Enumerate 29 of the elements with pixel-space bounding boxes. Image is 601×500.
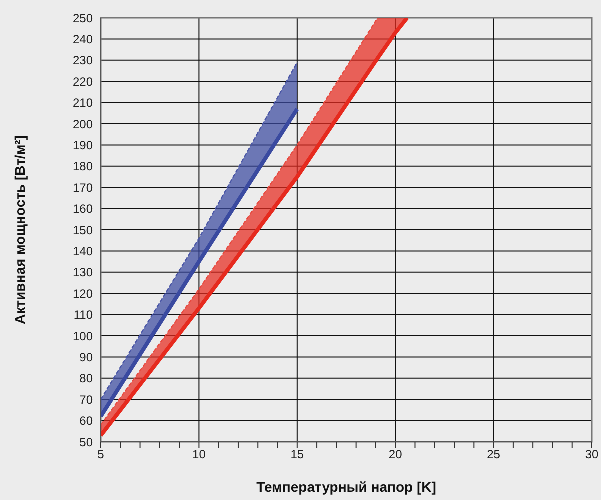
- y-tick-label: 90: [80, 350, 94, 364]
- y-tick-label: 160: [72, 202, 94, 216]
- y-tick-label: 240: [72, 32, 94, 46]
- y-tick-label: 120: [72, 286, 94, 301]
- x-tick-label: 25: [487, 448, 501, 462]
- x-tick-label: 10: [192, 448, 206, 462]
- y-tick-label: 180: [72, 160, 94, 174]
- y-tick-label: 200: [72, 117, 94, 132]
- y-tick-label: 230: [72, 54, 94, 68]
- x-tick-label: 30: [585, 448, 599, 462]
- x-tick-label: 15: [290, 448, 304, 462]
- x-tick-label: 5: [98, 448, 105, 462]
- y-tick-label: 150: [72, 223, 94, 238]
- y-tick-label: 250: [72, 11, 94, 26]
- y-tick-label: 220: [72, 74, 94, 89]
- y-tick-label: 80: [80, 372, 94, 386]
- x-tick-label: 20: [388, 448, 403, 462]
- y-tick-label: 110: [74, 308, 94, 322]
- y-tick-label: 190: [72, 138, 94, 152]
- y-axis-title: Активная мощность [Вт/м²]: [12, 136, 28, 324]
- y-tick-label: 70: [80, 392, 94, 407]
- y-tick-label: 170: [72, 180, 94, 195]
- y-tick-label: 60: [80, 414, 94, 428]
- y-tick-label: 210: [72, 96, 94, 110]
- y-tick-label: 100: [72, 329, 94, 344]
- y-tick-label: 50: [80, 435, 94, 450]
- y-tick-label: 130: [72, 266, 94, 280]
- y-tick-label: 140: [72, 244, 94, 258]
- x-axis-title: Температурный напор [K]: [256, 479, 436, 495]
